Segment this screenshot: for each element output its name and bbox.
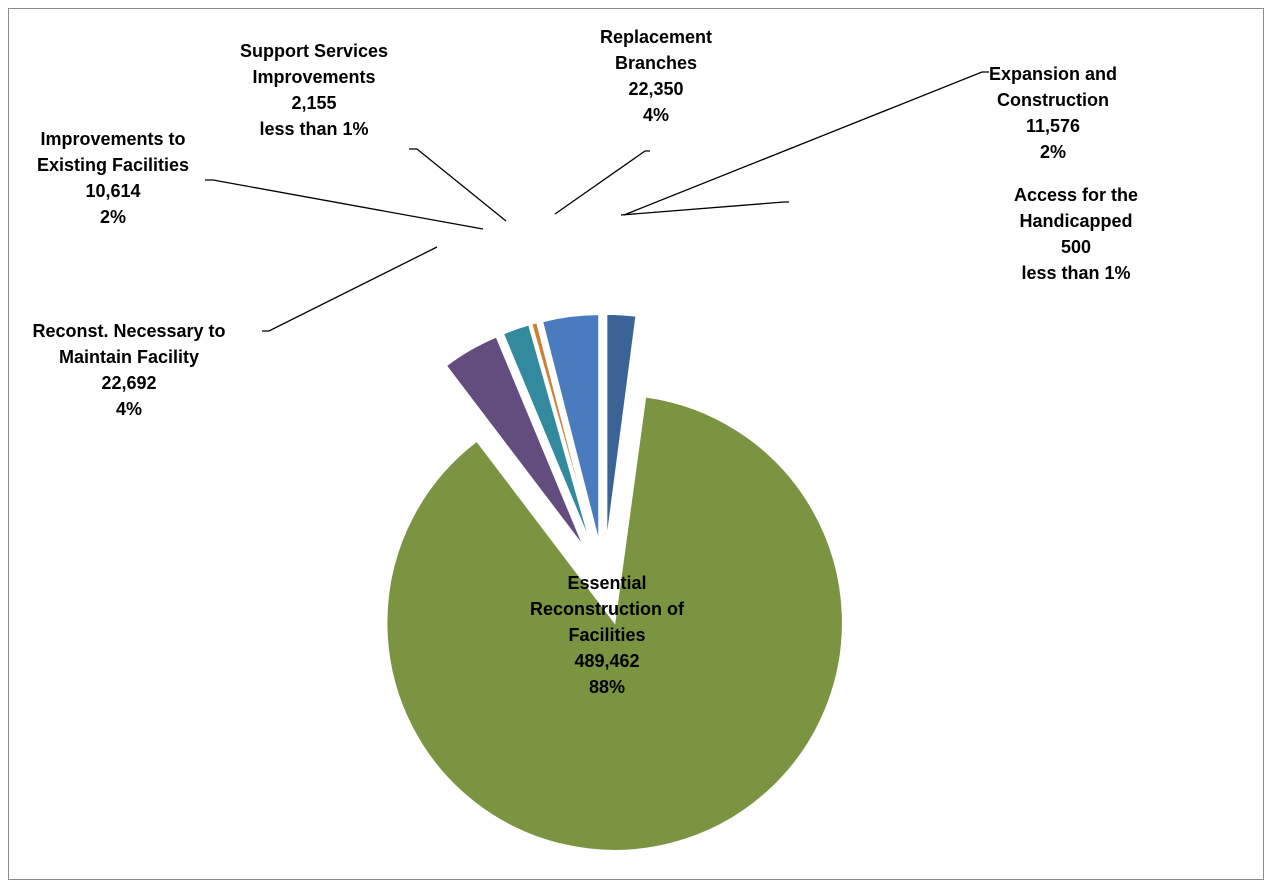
leader-line-1: [623, 71, 989, 216]
pie-slice-1: [605, 313, 638, 543]
data-label-5-line-4: 2%: [100, 207, 126, 227]
data-label-2-line-4: less than 1%: [1021, 263, 1130, 283]
pie-slice-3: [385, 395, 844, 852]
data-label-1-line-3: 11,576: [1026, 116, 1080, 136]
data-label-4-line-1: Reconst. Necessary to: [32, 321, 225, 341]
data-label-4-line-2: Maintain Facility: [59, 347, 199, 367]
pie-slice-7: [541, 313, 600, 543]
data-label-2: Access for the Handicapped 500 less than 1%: [1014, 185, 1138, 283]
data-label-6-line-4: less than 1%: [259, 119, 368, 139]
pie-slice-4: [445, 335, 585, 548]
data-label-2-line-3: 500: [1061, 237, 1091, 257]
leader-lines: [205, 71, 989, 332]
data-label-5-line-3: 10,614: [85, 181, 140, 201]
data-label-7: Replacement Branches 22,350 4%: [600, 27, 712, 125]
pie-slice-2: [608, 315, 641, 543]
data-label-6-line-1: Support Services: [240, 41, 388, 61]
data-label-1-line-1: Expansion and: [989, 64, 1117, 84]
data-label-2-line-2: Handicapped: [1019, 211, 1132, 231]
pie-slices: [385, 313, 844, 852]
data-label-5-line-2: Existing Facilities: [37, 155, 189, 175]
pie-slice-6: [530, 321, 595, 544]
data-label-5-line-1: Improvements to: [40, 129, 185, 149]
data-label-1-line-4: 2%: [1040, 142, 1066, 162]
data-label-2-line-1: Access for the: [1014, 185, 1138, 205]
data-label-7-line-4: 4%: [643, 105, 669, 125]
chart-area: Expansion and Construction 11,576 2% Access …: [8, 8, 1264, 880]
leader-line-4: [262, 246, 438, 332]
data-label-3-line-2: Reconstruction of: [530, 599, 685, 619]
data-label-3-line-3: Facilities: [568, 625, 645, 645]
leader-line-6: [409, 148, 507, 222]
data-label-3-line-5: 88%: [589, 677, 625, 697]
data-label-6-line-3: 2,155: [291, 93, 336, 113]
data-label-4: Reconst. Necessary to Maintain Facility 22…: [32, 321, 225, 419]
data-label-4-line-4: 4%: [116, 399, 142, 419]
data-label-7-line-1: Replacement: [600, 27, 712, 47]
data-label-3-line-4: 489,462: [574, 651, 639, 671]
data-label-4-line-3: 22,692: [101, 373, 156, 393]
data-label-1: Expansion and Construction 11,576 2%: [989, 64, 1117, 162]
pie-chart: Expansion and Construction 11,576 2% Access …: [32, 27, 1138, 852]
data-label-7-line-2: Branches: [615, 53, 697, 73]
data-label-6: Support Services Improvements 2,155 less th…: [240, 41, 388, 139]
pie-slice-5: [502, 323, 592, 545]
leader-line-7: [554, 150, 650, 215]
data-labels: Expansion and Construction 11,576 2% Access …: [32, 27, 1138, 697]
leader-line-5: [205, 179, 484, 230]
data-label-1-line-2: Construction: [997, 90, 1109, 110]
data-label-6-line-2: Improvements: [252, 67, 375, 87]
data-label-3-line-1: Essential: [567, 573, 646, 593]
data-label-3: Essential Reconstruction of Facilities 489,…: [530, 573, 685, 697]
leader-line-2: [620, 201, 789, 216]
data-label-5: Improvements to Existing Facilities 10,614…: [37, 129, 189, 227]
data-label-7-line-3: 22,350: [628, 79, 683, 99]
